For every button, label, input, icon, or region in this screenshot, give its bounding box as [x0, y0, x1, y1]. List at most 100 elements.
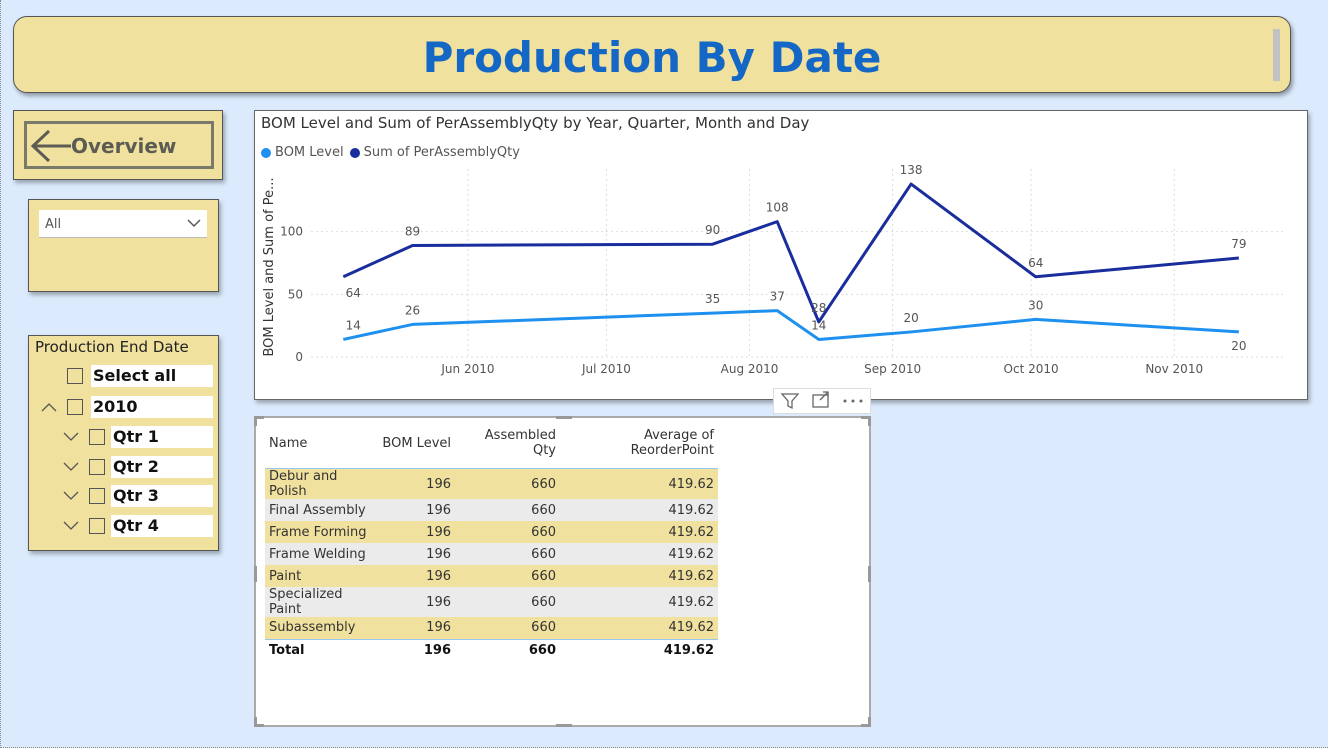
chevron-down-icon[interactable] [63, 521, 79, 531]
resize-handle[interactable] [868, 717, 871, 727]
slicer-label: Qtr 1 [111, 426, 213, 448]
checkbox[interactable] [89, 488, 105, 504]
table-row[interactable]: Frame Forming 196 660 419.62 [265, 521, 718, 543]
cell-bom: 196 [426, 620, 451, 636]
resize-handle[interactable] [861, 724, 871, 727]
chart-title: BOM Level and Sum of PerAssemblyQty by Y… [261, 114, 810, 132]
table-header-row: Name BOM Level Assembled Qty Average of … [265, 426, 718, 469]
data-label: 79 [1231, 237, 1246, 251]
slicer-label: 2010 [91, 396, 213, 418]
focus-mode-icon[interactable] [811, 391, 831, 411]
cell-name: Debur and Polish [269, 469, 338, 499]
cell-name: Frame Forming [269, 524, 367, 540]
checkbox[interactable] [89, 518, 105, 534]
visual-header-toolbar [773, 388, 871, 414]
filter-panel: All [28, 199, 219, 292]
resize-handle[interactable] [868, 566, 871, 582]
total-bom: 196 [376, 638, 455, 661]
cell-qty: 660 [531, 568, 556, 584]
legend-label: Sum of PerAssemblyQty [363, 145, 520, 160]
total-label: Total [265, 638, 376, 661]
cell-reorder: 419.62 [668, 620, 715, 636]
cell-name: Specialized Paint [269, 587, 343, 617]
resize-handle[interactable] [254, 566, 257, 582]
line-chart-visual[interactable]: 0 50 100 Jun 2010 Jul 2010 Aug 2010 Sep 2010 Oc… [254, 110, 1308, 400]
resize-handle[interactable] [254, 717, 257, 727]
resize-handle[interactable] [556, 416, 572, 419]
data-label: 37 [770, 290, 785, 304]
dropdown-value: All [45, 217, 62, 232]
series-line-sum-perassemblyqty [342, 182, 1239, 324]
table-row[interactable]: Debur and Polish 196 660 419.62 [265, 468, 718, 499]
chevron-down-icon[interactable] [63, 432, 79, 442]
checkbox[interactable] [67, 368, 83, 384]
cell-reorder: 419.62 [668, 594, 715, 610]
table-row[interactable]: Subassembly 196 660 419.62 [265, 617, 718, 639]
checkbox[interactable] [67, 399, 83, 415]
column-header[interactable]: BOM Level [382, 435, 451, 451]
slicer-item-2010[interactable]: 2010 [41, 396, 214, 418]
slicer-item-qtr1[interactable]: Qtr 1 [63, 426, 214, 448]
table-visual[interactable]: Name BOM Level Assembled Qty Average of … [254, 416, 871, 727]
column-header[interactable]: Name [269, 435, 308, 451]
table-row[interactable]: Frame Welding 196 660 419.62 [265, 543, 718, 565]
banner-scrollbar[interactable] [1273, 29, 1280, 81]
cell-bom: 196 [426, 594, 451, 610]
cell-name: Final Assembly [269, 502, 366, 518]
column-header[interactable]: Assembled Qty [484, 428, 556, 458]
table-row[interactable]: Paint 196 660 419.62 [265, 565, 718, 587]
resize-handle[interactable] [254, 724, 264, 727]
slicer-item-qtr4[interactable]: Qtr 4 [63, 515, 214, 537]
data-label: 108 [766, 201, 789, 215]
data-label: 20 [903, 311, 918, 325]
cell-reorder: 419.62 [668, 546, 715, 562]
resize-handle[interactable] [556, 724, 572, 727]
data-label: 64 [1028, 256, 1043, 270]
cell-reorder: 419.62 [668, 524, 715, 540]
slicer-item-select-all[interactable]: Select all [67, 365, 214, 387]
data-label: 89 [405, 224, 420, 238]
resize-handle[interactable] [254, 416, 257, 426]
total-reorder: 419.62 [560, 638, 718, 661]
chevron-up-icon[interactable] [41, 402, 57, 412]
legend-marker [349, 147, 360, 158]
cell-reorder: 419.62 [668, 502, 715, 518]
resize-handle[interactable] [861, 416, 871, 419]
back-arrow-icon [30, 129, 71, 163]
date-slicer: Production End Date Select all 2010 Qtr … [28, 335, 219, 551]
table-row[interactable]: Specialized Paint 196 660 419.62 [265, 587, 718, 617]
legend-item-bom[interactable]: BOM Level [261, 145, 344, 160]
data-label: 14 [346, 318, 361, 332]
y-axis-label: BOM Level and Sum of Pe... [262, 177, 277, 356]
data-label: 64 [346, 286, 361, 300]
series-line-bom-level [342, 309, 1239, 341]
title-banner: Production By Date [13, 16, 1291, 93]
checkbox[interactable] [89, 429, 105, 445]
cell-bom: 196 [426, 524, 451, 540]
more-options-icon[interactable] [842, 397, 864, 405]
slicer-item-qtr2[interactable]: Qtr 2 [63, 456, 214, 478]
checkbox[interactable] [89, 459, 105, 475]
slicer-label: Qtr 3 [111, 485, 213, 507]
cell-qty: 660 [531, 594, 556, 610]
cell-name: Subassembly [269, 620, 356, 636]
total-qty: 660 [455, 638, 560, 661]
slicer-label: Select all [91, 365, 213, 387]
cell-bom: 196 [426, 568, 451, 584]
chevron-down-icon[interactable] [63, 491, 79, 501]
x-tick-label: Jul 2010 [581, 362, 631, 376]
resize-handle[interactable] [254, 416, 264, 419]
overview-button[interactable]: Overview [24, 121, 214, 169]
chevron-down-icon[interactable] [63, 462, 79, 472]
filter-icon[interactable] [780, 391, 800, 411]
chevron-down-icon [187, 219, 201, 228]
data-label: 138 [900, 163, 923, 177]
table-row[interactable]: Final Assembly 196 660 419.62 [265, 499, 718, 521]
legend-item-sum[interactable]: Sum of PerAssemblyQty [349, 145, 520, 160]
data-label: 26 [405, 303, 420, 317]
cell-qty: 660 [531, 476, 556, 492]
slicer-item-qtr3[interactable]: Qtr 3 [63, 485, 214, 507]
column-header[interactable]: Average of ReorderPoint [630, 428, 714, 458]
filter-dropdown[interactable]: All [39, 210, 207, 238]
resize-handle[interactable] [868, 416, 871, 426]
